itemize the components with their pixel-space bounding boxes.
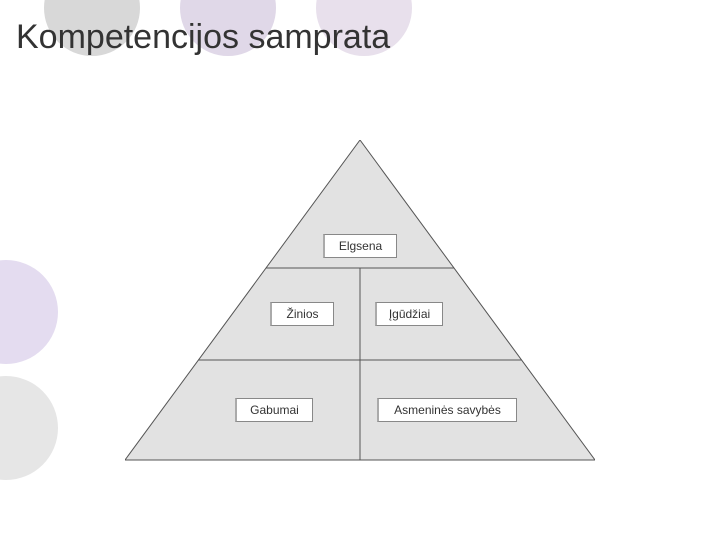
page-title: Kompetencijos samprata bbox=[16, 18, 390, 57]
label-gabumai: Gabumai bbox=[235, 398, 313, 422]
slide: Kompetencijos samprata Elgsena Žinios Įg… bbox=[0, 0, 720, 540]
pyramid-diagram: Elgsena Žinios Įgūdžiai Gabumai Asmeninė… bbox=[125, 140, 595, 470]
decor-circle bbox=[0, 260, 58, 364]
label-asmenines: Asmeninės savybės bbox=[377, 398, 517, 422]
decor-circle bbox=[0, 376, 58, 480]
pyramid-svg bbox=[125, 140, 595, 470]
label-igudziai: Įgūdžiai bbox=[375, 302, 443, 326]
label-zinios: Žinios bbox=[270, 302, 334, 326]
label-elgsena: Elgsena bbox=[323, 234, 397, 258]
